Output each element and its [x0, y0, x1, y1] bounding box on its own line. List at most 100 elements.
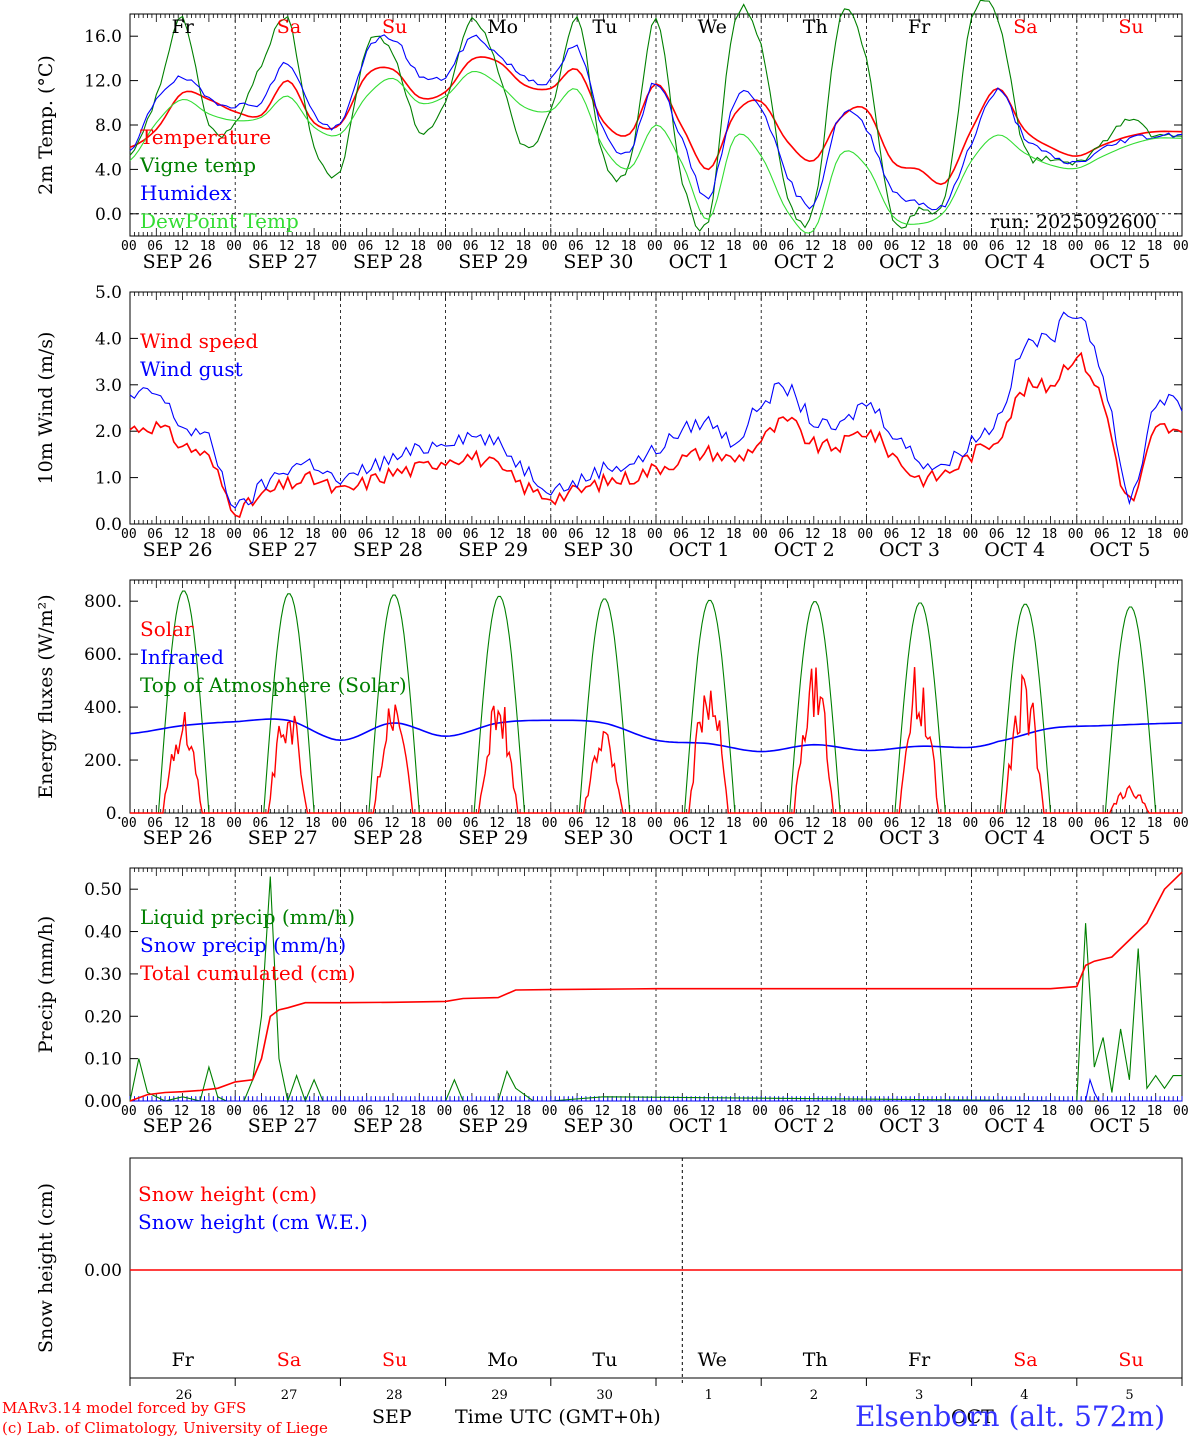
hour-label: 00: [542, 239, 558, 254]
hour-label: 12: [594, 239, 610, 254]
hour-label: 00: [331, 527, 347, 542]
date-label: OCT 2: [774, 251, 835, 273]
y-tick-label: 0.00: [84, 1092, 122, 1112]
date-label: OCT 5: [1089, 827, 1150, 849]
hour-label: 18: [831, 816, 847, 831]
y-axis-label: Energy fluxes (W/m²): [35, 594, 57, 798]
hour-label: 00: [963, 239, 979, 254]
hour-label: 00: [963, 527, 979, 542]
hour-label: 06: [568, 816, 584, 831]
date-label: OCT 1: [669, 1115, 730, 1137]
legend-infrared: Infrared: [140, 645, 224, 669]
hour-label: 00: [1173, 1104, 1189, 1119]
hour-label: 12: [1015, 816, 1031, 831]
time-ticks: [129, 580, 1183, 813]
hour-label: 12: [489, 239, 505, 254]
hour-label: 00: [226, 816, 242, 831]
hour-label: 00: [647, 527, 663, 542]
hour-label: 06: [358, 239, 374, 254]
date-label: OCT 5: [1089, 1115, 1150, 1137]
legend-liquid-precip-mm-h-: Liquid precip (mm/h): [140, 905, 355, 929]
day-name: Su: [382, 16, 407, 38]
hour-label: 18: [410, 527, 426, 542]
date-label: SEP 29: [458, 827, 528, 849]
hour-label: 12: [489, 1104, 505, 1119]
hour-label: 00: [226, 239, 242, 254]
hour-label: 06: [1094, 1104, 1110, 1119]
y-tick-label: 2.0: [95, 422, 122, 442]
hour-label: 12: [910, 816, 926, 831]
hour-label: 18: [516, 1104, 532, 1119]
y-tick-label: 3.0: [95, 376, 122, 396]
legend-vigne-temp: Vigne temp: [139, 153, 256, 177]
hour-label: 06: [463, 816, 479, 831]
hour-label: 18: [516, 816, 532, 831]
hour-label: 00: [331, 1104, 347, 1119]
hour-label: 06: [358, 816, 374, 831]
hour-label: 00: [331, 816, 347, 831]
y-tick-label: 0.10: [84, 1050, 122, 1070]
date-label: OCT 3: [879, 1115, 940, 1137]
day-name: Mo: [487, 1349, 518, 1371]
panel-precip: 0.00 0.10 0.20 0.30 0.40 0.50 Precip (mm/h) Liq…: [35, 867, 1189, 1137]
day-name: Fr: [172, 16, 195, 38]
hour-label: 00: [857, 1104, 873, 1119]
date-label: SEP 30: [563, 827, 633, 849]
panel-temp: 0.0 4.0 8.0 12.0 16.0 2m Temp. (°C) Fr Sa Su Mo Tu…: [35, 0, 1189, 273]
hour-label: 06: [568, 527, 584, 542]
hour-label: 18: [516, 239, 532, 254]
hour-label: 00: [647, 1104, 663, 1119]
hour-label: 12: [279, 816, 295, 831]
hour-label: 18: [726, 1104, 742, 1119]
hour-label: 12: [174, 239, 190, 254]
hour-label: 12: [700, 239, 716, 254]
hour-label: 18: [1147, 816, 1163, 831]
date-label: OCT 4: [984, 827, 1045, 849]
hour-label: 00: [542, 527, 558, 542]
date-label: SEP 30: [563, 251, 633, 273]
hour-label: 12: [805, 239, 821, 254]
y-tick-label: 0.50: [84, 880, 122, 900]
hour-label: 00: [121, 239, 137, 254]
series-dewpoint-temp: [129, 70, 1183, 234]
hour-label: 18: [831, 1104, 847, 1119]
legend-wind-speed: Wind speed: [140, 329, 258, 353]
date-label: OCT 1: [669, 539, 730, 561]
hour-label: 06: [673, 239, 689, 254]
date-label: SEP 27: [248, 1115, 318, 1137]
hour-label: 06: [673, 1104, 689, 1119]
date-label: OCT 5: [1089, 539, 1150, 561]
hour-label: 12: [1120, 1104, 1136, 1119]
hour-label: 00: [121, 816, 137, 831]
hour-label: 06: [463, 239, 479, 254]
hour-label: 18: [621, 816, 637, 831]
day-name: Th: [803, 1349, 828, 1371]
day-name: Su: [382, 1349, 407, 1371]
hour-label: 00: [963, 1104, 979, 1119]
legend-solar: Solar: [140, 617, 194, 641]
hour-label: 00: [542, 816, 558, 831]
hour-label: 12: [1015, 527, 1031, 542]
date-label: SEP 29: [458, 251, 528, 273]
day-number: 1: [705, 1388, 713, 1403]
hour-label: 00: [437, 527, 453, 542]
legend-temperature: Temperature: [140, 125, 271, 149]
hour-label: 12: [174, 527, 190, 542]
y-tick-label: 5.0: [95, 283, 122, 303]
series-humidex: [129, 34, 1183, 211]
hour-label: 18: [831, 527, 847, 542]
hour-label: 12: [1120, 527, 1136, 542]
hour-label: 00: [857, 527, 873, 542]
day-name: Su: [1118, 16, 1143, 38]
hour-label: 12: [489, 527, 505, 542]
hour-label: 06: [358, 527, 374, 542]
hour-label: 12: [384, 527, 400, 542]
hour-label: 18: [305, 239, 321, 254]
hour-label: 18: [1147, 527, 1163, 542]
hour-label: 00: [1068, 239, 1084, 254]
date-label: OCT 3: [879, 251, 940, 273]
hour-label: 12: [279, 1104, 295, 1119]
y-tick-label: 0.0: [95, 205, 122, 225]
hour-label: 18: [1042, 239, 1058, 254]
date-label: OCT 5: [1089, 251, 1150, 273]
